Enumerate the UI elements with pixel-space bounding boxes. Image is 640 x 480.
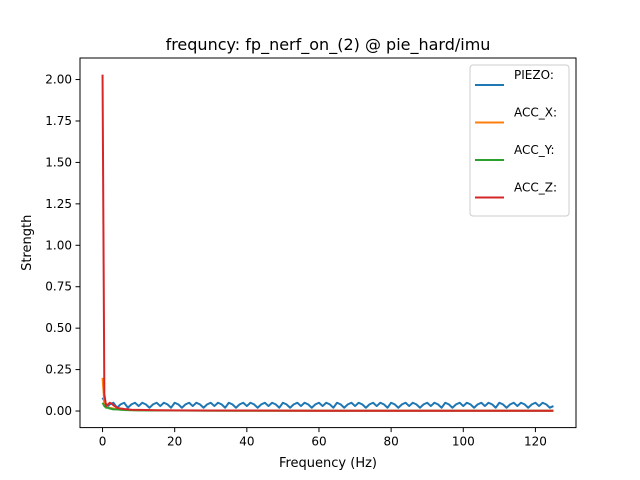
legend-label: ACC_Z: <box>514 181 557 195</box>
chart-title: frequncy: fp_nerf_on_(2) @ pie_hard/imu <box>166 35 491 55</box>
y-tick-label: 2.00 <box>45 73 72 87</box>
x-tick-label: 0 <box>99 435 107 449</box>
x-tick-label: 20 <box>167 435 182 449</box>
legend-box <box>469 64 570 217</box>
series-line-4 <box>101 74 554 412</box>
x-tick-label: 40 <box>239 435 254 449</box>
plot-area <box>101 74 554 412</box>
y-axis-label: Strength <box>20 215 35 271</box>
x-tick-label: 100 <box>452 435 475 449</box>
y-axis: 0.00 0.25 0.50 0.75 1.00 1.25 1.50 1.75 2.00 <box>45 73 80 418</box>
y-tick-label: 0.25 <box>45 363 72 377</box>
y-tick-label: 1.25 <box>45 197 72 211</box>
legend-label: PIEZO: <box>514 68 554 82</box>
y-tick-label: 0.00 <box>45 404 72 418</box>
legend: PIEZO: ACC_X: ACC_Y: ACC_Z: <box>469 64 570 217</box>
legend-label: ACC_Y: <box>514 143 555 157</box>
y-tick-label: 0.75 <box>45 280 72 294</box>
y-tick-label: 1.50 <box>45 155 72 169</box>
x-axis: 0 20 40 60 80 100 120 <box>99 427 547 449</box>
axes-frame <box>79 57 577 429</box>
x-tick-label: 80 <box>383 435 398 449</box>
x-tick-label: 60 <box>311 435 326 449</box>
series-line-1 <box>101 397 554 409</box>
y-tick-label: 1.00 <box>45 238 72 252</box>
legend-label: ACC_X: <box>514 106 557 120</box>
x-tick-label: 120 <box>524 435 547 449</box>
x-axis-label: Frequency (Hz) <box>279 456 377 471</box>
y-tick-label: 0.50 <box>45 321 72 335</box>
y-tick-label: 1.75 <box>45 114 72 128</box>
